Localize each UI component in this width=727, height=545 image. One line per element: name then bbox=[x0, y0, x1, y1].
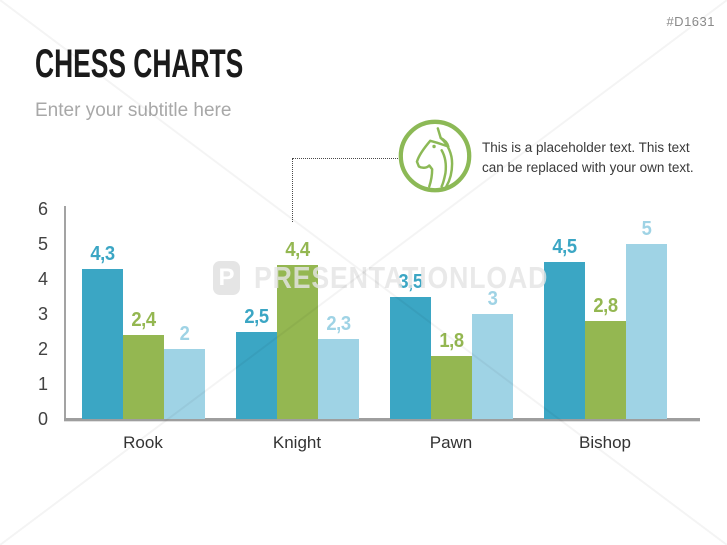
x-axis-line bbox=[64, 418, 700, 421]
bar-value-label: 1,8 bbox=[438, 330, 464, 352]
bar-value-label: 2,4 bbox=[130, 309, 156, 331]
callout-line-1: This is a placeholder text. This text bbox=[482, 140, 690, 155]
bar-value-label: 4,4 bbox=[284, 239, 310, 261]
bar-value-label: 2 bbox=[179, 323, 189, 345]
bar-knight-series-lightblue bbox=[317, 338, 359, 419]
category-label-rook: Rook bbox=[123, 433, 163, 452]
bar-value-label: 4,3 bbox=[89, 242, 115, 265]
bar-knight-series-green bbox=[276, 265, 318, 419]
y-axis-tick-label: 0 bbox=[37, 409, 48, 429]
bar-value-label: 2,3 bbox=[325, 312, 351, 335]
bar-pawn-series-teal bbox=[389, 296, 431, 419]
y-axis-tick-label: 5 bbox=[37, 234, 48, 254]
y-axis-tick-label: 1 bbox=[37, 374, 48, 394]
bar-bishop-series-teal bbox=[543, 261, 585, 419]
bar-knight-series-teal bbox=[235, 331, 277, 419]
category-label-pawn: Pawn bbox=[429, 433, 473, 452]
bar-value-label: 4,5 bbox=[551, 235, 577, 258]
bar-bishop-series-lightblue bbox=[625, 244, 667, 419]
callout-connector-horizontal bbox=[292, 158, 398, 159]
y-axis-line bbox=[64, 206, 66, 419]
category-label-knight: Knight bbox=[272, 433, 322, 452]
callout-placeholder-text: This is a placeholder text. This text ca… bbox=[482, 138, 712, 178]
category-label-bishop: Bishop bbox=[579, 433, 631, 452]
knight-chess-icon bbox=[397, 118, 473, 194]
callout-line-2: can be replaced with your own text. bbox=[482, 160, 694, 175]
bar-bishop-series-green bbox=[584, 321, 626, 419]
slide-title: CHESS CHARTS bbox=[35, 42, 244, 86]
slide-id-tag: #D1631 bbox=[666, 14, 715, 29]
y-axis-tick-label: 6 bbox=[37, 199, 48, 219]
bar-rook-series-lightblue bbox=[163, 349, 205, 419]
bar-value-label: 3 bbox=[487, 288, 497, 310]
bar-value-label: 5 bbox=[641, 218, 651, 240]
slide-subtitle: Enter your subtitle here bbox=[35, 100, 232, 121]
bar-value-label: 2,8 bbox=[592, 295, 618, 317]
bar-rook-series-green bbox=[122, 335, 164, 419]
bar-pawn-series-green bbox=[430, 356, 472, 419]
bar-rook-series-teal bbox=[81, 268, 123, 419]
bar-value-label: 3,5 bbox=[397, 270, 423, 293]
y-axis-tick-label: 2 bbox=[37, 339, 48, 359]
y-axis-tick-label: 3 bbox=[37, 304, 48, 324]
bar-value-label: 2,5 bbox=[243, 305, 269, 328]
y-axis-tick-label: 4 bbox=[37, 269, 48, 289]
bar-pawn-series-lightblue bbox=[471, 314, 513, 419]
callout-connector-vertical bbox=[292, 158, 293, 222]
